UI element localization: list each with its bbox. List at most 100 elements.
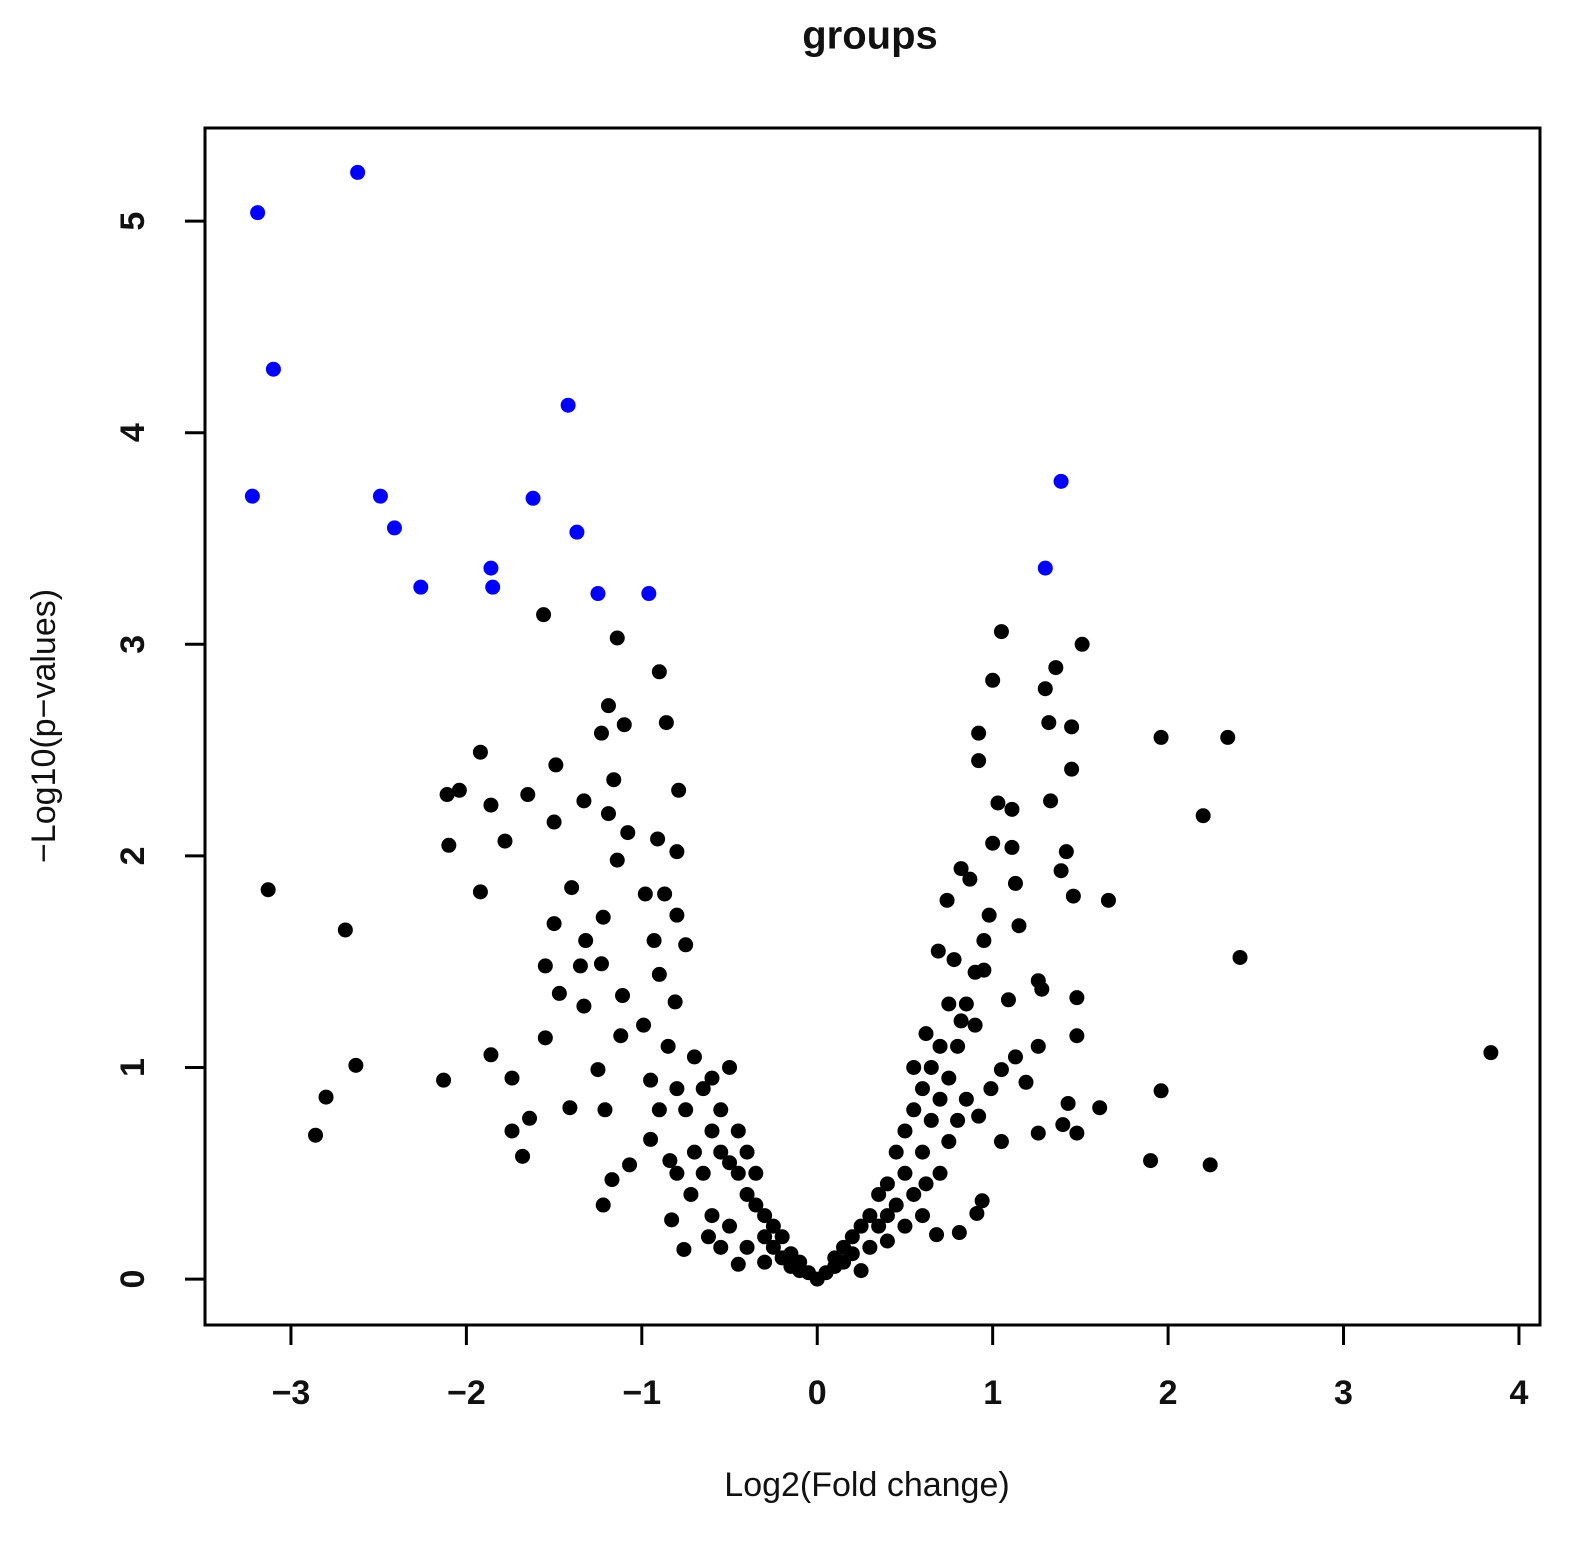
point: [757, 1208, 773, 1224]
point: [451, 782, 467, 798]
point: [576, 793, 592, 809]
point: [897, 1218, 913, 1234]
y-tick-label: 4: [114, 423, 152, 442]
point: [686, 1049, 702, 1065]
point: [990, 795, 1006, 811]
point: [844, 1246, 860, 1262]
point: [593, 725, 609, 741]
point: [757, 1254, 773, 1270]
point: [993, 1134, 1009, 1150]
point: [1000, 992, 1016, 1008]
point: [722, 1218, 738, 1234]
point: [713, 1239, 729, 1255]
point: [774, 1229, 790, 1245]
point: [1092, 1100, 1108, 1116]
point: [739, 1144, 755, 1160]
point: [265, 361, 281, 377]
point: [260, 882, 276, 898]
point: [1483, 1045, 1499, 1061]
point: [671, 782, 687, 798]
point: [971, 1108, 987, 1124]
point: [546, 814, 562, 830]
point: [1100, 892, 1116, 908]
point: [637, 886, 653, 902]
point: [923, 1059, 939, 1075]
x-tick-label: −3: [272, 1374, 311, 1412]
y-axis-title: −Log10(p−values): [25, 589, 63, 863]
point: [1034, 981, 1050, 997]
point: [472, 744, 488, 760]
point: [472, 884, 488, 900]
point: [888, 1197, 904, 1213]
point: [651, 1102, 667, 1118]
point: [853, 1218, 869, 1234]
point: [1058, 844, 1074, 860]
point: [958, 1091, 974, 1107]
point: [1004, 839, 1020, 855]
point: [739, 1186, 755, 1202]
point: [730, 1256, 746, 1272]
point: [669, 1081, 685, 1097]
point: [1069, 990, 1085, 1006]
point: [660, 1038, 676, 1054]
point: [929, 1227, 945, 1243]
point: [318, 1089, 334, 1105]
point: [386, 520, 402, 536]
plot-frame: [203, 126, 1542, 1327]
point: [658, 715, 674, 731]
point: [985, 835, 1001, 851]
point: [906, 1059, 922, 1075]
point: [646, 933, 662, 949]
point: [569, 524, 585, 540]
point: [739, 1239, 755, 1255]
point: [757, 1229, 773, 1245]
point: [244, 488, 260, 504]
point: [609, 852, 625, 868]
point: [483, 1047, 499, 1063]
point: [1153, 1083, 1169, 1099]
point: [676, 1241, 692, 1257]
point: [748, 1197, 764, 1213]
point: [932, 1038, 948, 1054]
point: [1043, 793, 1059, 809]
point: [578, 933, 594, 949]
point: [932, 1091, 948, 1107]
point: [1004, 801, 1020, 817]
point: [923, 1112, 939, 1128]
point: [950, 1112, 966, 1128]
point: [350, 164, 366, 180]
point: [483, 560, 499, 576]
point: [704, 1070, 720, 1086]
point: [993, 1062, 1009, 1078]
point: [1143, 1153, 1159, 1169]
point: [622, 1157, 638, 1173]
point: [971, 725, 987, 741]
point: [941, 996, 957, 1012]
point: [695, 1081, 711, 1097]
point: [914, 1208, 930, 1224]
point: [1018, 1074, 1034, 1090]
point: [595, 1197, 611, 1213]
point: [620, 825, 636, 841]
point: [636, 1017, 652, 1033]
point: [441, 837, 457, 853]
point: [713, 1144, 729, 1160]
point: [615, 988, 631, 1004]
point: [1030, 1038, 1046, 1054]
point: [546, 916, 562, 932]
y-tick-label: 3: [114, 635, 152, 654]
point: [669, 844, 685, 860]
point: [613, 1028, 629, 1044]
point: [765, 1239, 781, 1255]
point: [600, 698, 616, 714]
point: [765, 1218, 781, 1234]
point: [1011, 918, 1027, 934]
point: [862, 1208, 878, 1224]
point: [686, 1144, 702, 1160]
point: [1065, 888, 1081, 904]
point: [971, 753, 987, 769]
point: [1041, 715, 1057, 731]
point: [983, 1081, 999, 1097]
point: [308, 1127, 324, 1143]
point: [1007, 1049, 1023, 1065]
